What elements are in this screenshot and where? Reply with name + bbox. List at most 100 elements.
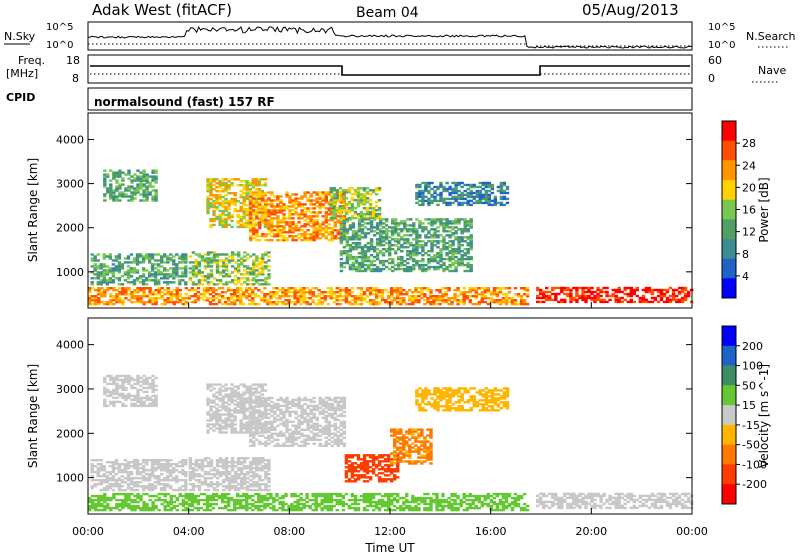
heatmap-cell-3-948 [236,403,240,406]
heatmap-cell-5-1537 [338,209,343,212]
heatmap-cell-8-2871 [239,302,243,306]
heatmap-cell-2-461 [188,261,193,264]
heatmap-cell-4-1478 [339,201,344,204]
heatmap-cell-0-51 [105,471,109,474]
heatmap-cell-7-2388 [418,189,422,193]
heatmap-cell-9-3504 [599,288,603,292]
heatmap-cell-9-3531 [620,300,624,304]
heatmap-cell-1-407 [133,402,137,406]
heatmap-cell-0-195 [157,279,161,282]
heatmap-cell-4-1062 [258,211,262,214]
heatmap-cell-6-1935 [388,252,392,255]
heatmap-cell-3-824 [212,395,216,398]
heatmap-cell-0-146 [141,281,146,284]
heatmap-cell-3-773 [218,201,222,205]
heatmap-cell-0-272 [181,255,185,258]
heatmap-cell-2-778 [267,477,271,480]
heatmap-cell-4-1254 [279,404,283,408]
heatmap-cell-8-3214 [423,287,427,290]
heatmap-cell-1-453 [145,380,149,384]
heatmap-cell-8-2993 [302,293,306,296]
heatmap-cell-5-1544 [338,187,343,190]
heatmap-cell-2-677 [261,269,265,272]
heatmap-cell-3-750 [212,180,216,183]
heatmap-cell-8-2693 [136,295,140,298]
heatmap-cell-3-824 [227,211,231,215]
heatmap-cell-7-2450 [445,189,449,193]
heatmap-cell-0-111 [126,487,131,490]
heatmap-cell-4-1125 [252,436,256,439]
heatmap-cell-4-1100 [267,233,271,236]
heatmap-cell-4-1192 [282,209,286,212]
heatmap-cell-0-221 [166,281,170,284]
heatmap-cell-8-3246 [441,295,445,298]
heatmap-cell-4-1089 [264,223,268,226]
heatmap-cell-6-2189 [436,226,440,229]
heatmap-cell-3-943 [233,385,237,388]
heatmap-cell-8-3225 [429,291,433,294]
heatmap-cell-9-3573 [650,300,655,304]
heatmap-cell-6-1745 [351,230,356,233]
heatmap-cell-0-192 [147,469,152,472]
heatmap-cell-0-121 [132,281,137,284]
heatmap-cell-3-945 [251,182,255,185]
heatmap-cell-2-515 [194,465,199,468]
heatmap-cell-4-1196 [267,412,271,416]
heatmap-cell-4-1208 [270,424,274,427]
heatmap-cell-6-1909 [381,240,386,243]
heatmap-cell-8-3265 [453,295,457,298]
heatmap-cell-6-1836 [369,267,374,271]
heatmap-cell-8-2962 [287,287,291,290]
heatmap-cell-0-171 [147,253,152,256]
heatmap-cell-1-357 [115,382,119,386]
heatmap-cell-4-1113 [249,432,253,435]
heatmap-cell-2-509 [203,253,208,256]
heatmap-cell-9-3581 [656,300,661,304]
heatmap-cell-6-2132 [427,261,431,265]
heatmap-cell-8-2819 [208,293,213,296]
heatmap-cell-3-842 [215,383,219,386]
heatmap-cell-9-3589 [659,290,664,294]
heatmap-cell-6-2280 [454,255,458,259]
heatmap-cell-0-132 [129,461,134,464]
heatmap-cell-8-2690 [136,300,140,304]
heatmap-cell-9-3574 [650,296,655,300]
heatmap-cell-6-2045 [409,250,413,253]
heatmap-cell-1-355 [115,386,119,390]
heatmap-cell-1-418 [136,394,140,398]
heatmap-cell-2-490 [197,263,202,266]
heatmap-cell-4-1452 [336,237,340,240]
heatmap-cell-3-990 [260,178,264,181]
heatmap-cell-6-2144 [430,259,434,263]
heatmap-cell-0-29 [99,279,103,282]
heatmap-cell-4-1245 [279,434,283,437]
heatmap-cell-8-2861 [233,295,237,298]
heatmap-cell-8-3039 [329,289,333,292]
heatmap-cell-6-1954 [391,232,395,235]
heatmap-cell-1-394 [139,193,143,196]
heatmap-cell-9-3477 [584,290,588,294]
heatmap-cell-6-1827 [366,250,371,253]
heatmap-cell-1-393 [127,382,131,386]
heatmap-cell-3-891 [242,195,246,199]
heatmap-cell-3-845 [218,427,222,430]
heatmap-cell-3-877 [239,180,243,183]
heatmap-cell-0-253 [166,471,170,474]
heatmap-cell-6-1749 [354,269,359,273]
heatmap-cell-4-1166 [261,414,265,418]
heatmap-cell-3-910 [245,190,249,193]
heatmap-cell-8-3051 [338,302,343,306]
heatmap-cell-4-1150 [258,422,262,426]
heatmap-cell-5-1526 [335,210,339,214]
heatmap-cell-0-258 [178,279,182,282]
heatmap-cell-0-301 [184,488,188,492]
heatmap-cell-4-1160 [261,434,265,437]
colorbar-swatch-4 [722,199,736,220]
heatmap-cell-1-345 [112,388,116,392]
heatmap-cell-9-3548 [629,286,633,290]
heatmap-cell-5-1623 [365,212,370,216]
heatmap-cell-0-147 [135,477,140,480]
heatmap-cell-4-1153 [258,414,262,418]
heatmap-cell-2-606 [237,265,241,268]
heatmap-cell-0-53 [105,269,109,272]
